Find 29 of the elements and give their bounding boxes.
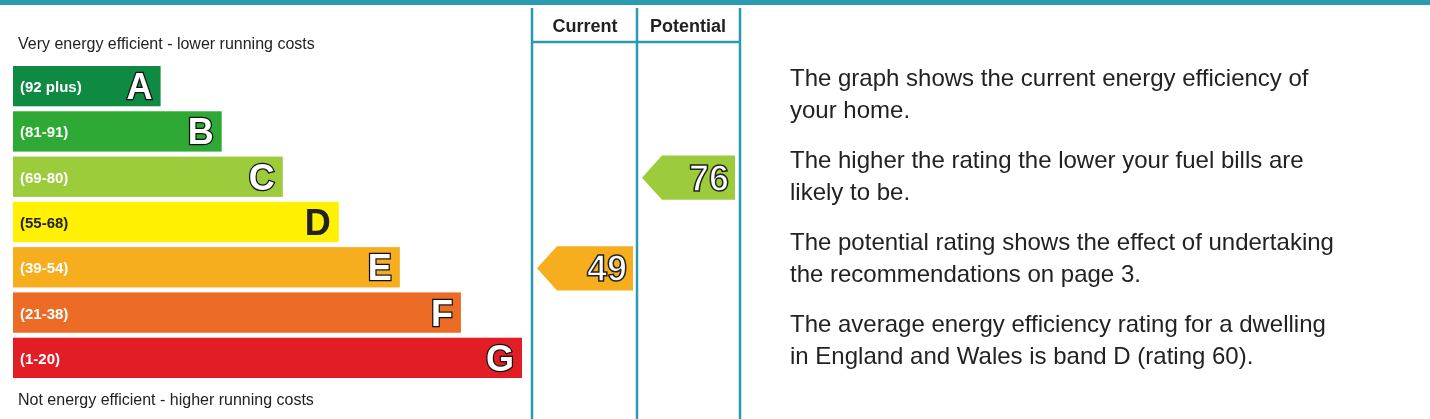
text: Not energy efficient - higher running costs <box>18 391 314 408</box>
bar <box>13 156 283 197</box>
rating-arrow: 76 <box>642 155 735 200</box>
annotation: (55-68) <box>20 214 69 231</box>
annotation: (69-80) <box>20 168 69 186</box>
text: Current <box>552 16 618 36</box>
y-tick-label: F <box>430 292 453 334</box>
annotation: (92 plus) <box>20 78 82 96</box>
text: The average energy efficiency rating for a dwelling in England and Wales is band D (rating 60). <box>790 310 1326 369</box>
y-tick-label: D <box>304 202 331 243</box>
text: Potential <box>649 16 727 36</box>
text: The higher the rating the lower your fuel bills are likely to be. <box>790 146 1304 205</box>
bar <box>13 292 461 333</box>
chart-title: Very energy efficient - lower running costs <box>18 35 315 52</box>
bar <box>13 111 222 152</box>
y-tick-label: E <box>367 247 392 289</box>
bar <box>13 337 522 378</box>
y-tick-label: C <box>248 156 275 198</box>
annotation: (1-20) <box>20 349 61 367</box>
text: The potential rating shows the effect of undertaking the recommendations on page 3. <box>790 228 1334 287</box>
text: The graph shows the current energy efficiency of your home. <box>790 64 1309 123</box>
bar <box>13 201 339 243</box>
y-tick-label: G <box>485 337 514 379</box>
bar <box>13 247 400 288</box>
y-tick-label: A <box>126 66 153 108</box>
annotation: (21-38) <box>20 304 69 322</box>
annotation: (39-54) <box>20 259 69 277</box>
y-tick-label: B <box>187 111 214 153</box>
annotation: (81-91) <box>20 123 69 141</box>
